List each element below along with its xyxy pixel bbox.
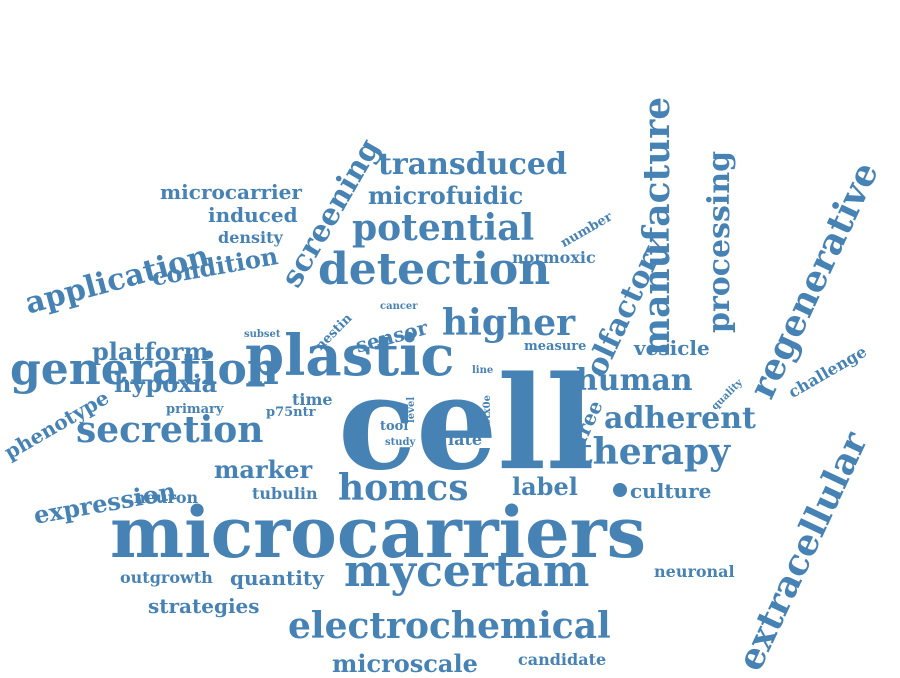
word-mycertam: mycertam xyxy=(344,546,590,597)
word-line: line xyxy=(472,365,494,376)
word-detection: detection xyxy=(318,244,551,295)
word-regenerative: regenerative xyxy=(740,155,887,405)
word-electrochemical: electrochemical xyxy=(288,605,611,647)
word-culture: culture xyxy=(630,479,712,503)
word-subset: subset xyxy=(244,329,281,340)
word-microcarriers: microcarriers xyxy=(110,491,647,574)
word-homcs: homcs xyxy=(338,467,469,509)
word-study: study xyxy=(385,437,416,448)
word-late: late xyxy=(448,430,483,449)
word-strategies: strategies xyxy=(148,594,260,618)
word-microscale: microscale xyxy=(332,649,478,678)
word-time: time xyxy=(292,390,333,409)
word-ctx0e: ctx0e xyxy=(482,395,493,425)
word-tubulin: tubulin xyxy=(252,484,318,503)
bullet-dot xyxy=(613,483,627,497)
word-outgrowth: outgrowth xyxy=(120,568,213,587)
word-manufacture: manufacture xyxy=(636,96,678,356)
word-cell: cell xyxy=(338,349,595,499)
word-induced: induced xyxy=(208,203,298,227)
word-measure: measure xyxy=(524,339,587,354)
word-extracellular: extracellular xyxy=(728,425,876,677)
word-primary: primary xyxy=(166,402,224,417)
word-plastic: plastic xyxy=(245,323,455,389)
word-number: number xyxy=(558,209,616,251)
word-generation: generation xyxy=(10,344,279,395)
word-level: level xyxy=(406,396,417,423)
word-quantity: quantity xyxy=(230,566,324,590)
word-microcarrier: microcarrier xyxy=(160,180,302,204)
word-density: density xyxy=(218,228,283,247)
word-higher: higher xyxy=(442,302,576,344)
word-processing: processing xyxy=(702,150,737,333)
word-label: label xyxy=(512,472,578,501)
word-potential: potential xyxy=(352,207,535,249)
word-cancer: cancer xyxy=(380,301,418,312)
word-marker: marker xyxy=(214,455,313,484)
word-microfuidic: microfuidic xyxy=(368,181,524,210)
word-transduced: transduced xyxy=(378,147,567,182)
word-neuron: neuron xyxy=(134,488,199,507)
word-hypoxia: hypoxia xyxy=(114,369,218,398)
word-adherent: adherent xyxy=(604,401,756,436)
word-vesicle: vesicle xyxy=(634,336,710,360)
word-p75ntr: p75ntr xyxy=(266,405,316,420)
word-human: human xyxy=(576,363,693,398)
word-secretion: secretion xyxy=(76,409,264,451)
word-platform: platform xyxy=(92,337,209,366)
word-therapy: therapy xyxy=(576,431,731,473)
word-neuronal: neuronal xyxy=(654,562,735,581)
word-candidate: candidate xyxy=(518,650,607,669)
word-normoxic: normoxic xyxy=(512,248,596,267)
word-tool: tool xyxy=(380,419,409,434)
